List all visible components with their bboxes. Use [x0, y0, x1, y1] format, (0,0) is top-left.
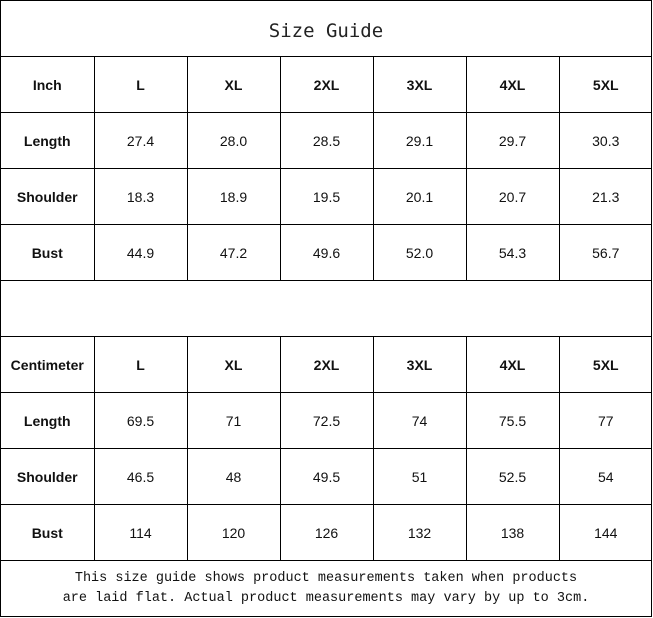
unit-label: Centimeter [1, 337, 95, 393]
size-header: XL [186, 337, 281, 393]
measurement-value: 52.0 [372, 224, 467, 281]
header-row: Inch L XL 2XL 3XL 4XL 5XL [1, 57, 652, 113]
measurement-value: 74 [372, 392, 467, 449]
table-row: Shoulder 46.5 48 49.5 51 52.5 54 [1, 448, 652, 505]
measurement-value: 52.5 [465, 448, 560, 505]
measurement-label: Shoulder [1, 448, 95, 505]
measurement-value: 18.9 [186, 168, 281, 225]
measurement-value: 29.1 [372, 112, 467, 169]
table-row: Length 27.4 28.0 28.5 29.1 29.7 30.3 [1, 112, 652, 169]
measurement-value: 126 [279, 504, 374, 561]
table-row: Length 69.5 71 72.5 74 75.5 77 [1, 392, 652, 449]
measurement-value: 47.2 [186, 224, 281, 281]
size-header: 4XL [465, 337, 560, 393]
measurement-label: Length [1, 392, 95, 449]
measurement-value: 138 [465, 504, 560, 561]
measurement-value: 120 [186, 504, 281, 561]
measurement-value: 21.3 [558, 168, 652, 225]
measurement-value: 28.5 [279, 112, 374, 169]
measurement-value: 20.1 [372, 168, 467, 225]
measurement-value: 28.0 [186, 112, 281, 169]
measurement-value: 30.3 [558, 112, 652, 169]
table-spacer [1, 281, 651, 337]
measurement-value: 49.5 [279, 448, 374, 505]
table-row: Bust 44.9 47.2 49.6 52.0 54.3 56.7 [1, 224, 652, 281]
size-header: 3XL [372, 57, 467, 113]
measurement-value: 18.3 [93, 168, 188, 225]
measurement-value: 114 [93, 504, 188, 561]
measurement-value: 27.4 [93, 112, 188, 169]
measurement-label: Bust [1, 504, 95, 561]
table-row: Shoulder 18.3 18.9 19.5 20.1 20.7 21.3 [1, 168, 652, 225]
measurement-value: 49.6 [279, 224, 374, 281]
header-row: Centimeter L XL 2XL 3XL 4XL 5XL [1, 337, 652, 393]
measurement-value: 20.7 [465, 168, 560, 225]
size-header: XL [186, 57, 281, 113]
measurement-value: 75.5 [465, 392, 560, 449]
measurement-value: 46.5 [93, 448, 188, 505]
measurement-value: 132 [372, 504, 467, 561]
measurement-value: 72.5 [279, 392, 374, 449]
page-title: Size Guide [1, 1, 651, 57]
measurement-value: 44.9 [93, 224, 188, 281]
measurement-label: Bust [1, 224, 95, 281]
measurement-value: 29.7 [465, 112, 560, 169]
centimeter-size-table: Centimeter L XL 2XL 3XL 4XL 5XL Length 69.5 71 72.… [1, 337, 652, 561]
size-header: L [93, 57, 188, 113]
measurement-value: 69.5 [93, 392, 188, 449]
measurement-label: Shoulder [1, 168, 95, 225]
measurement-value: 19.5 [279, 168, 374, 225]
size-header: 5XL [558, 337, 652, 393]
measurement-value: 71 [186, 392, 281, 449]
measurement-value: 48 [186, 448, 281, 505]
size-header: 5XL [558, 57, 652, 113]
unit-label: Inch [1, 57, 95, 113]
measurement-value: 54 [558, 448, 652, 505]
size-header: 4XL [465, 57, 560, 113]
measurement-value: 77 [558, 392, 652, 449]
size-header: 3XL [372, 337, 467, 393]
note-line-2: are laid flat. Actual product measuremen… [62, 591, 590, 606]
table-row: Bust 114 120 126 132 138 144 [1, 504, 652, 561]
note-line-1: This size guide shows product measuremen… [74, 571, 578, 586]
size-note: This size guide shows product measuremen… [1, 561, 651, 617]
measurement-value: 54.3 [465, 224, 560, 281]
measurement-label: Length [1, 112, 95, 169]
measurement-value: 56.7 [558, 224, 652, 281]
measurement-value: 144 [558, 504, 652, 561]
size-header: 2XL [279, 57, 374, 113]
inch-size-table: Inch L XL 2XL 3XL 4XL 5XL Length 27.4 28.0 28.5 29.… [1, 57, 652, 281]
size-header: 2XL [279, 337, 374, 393]
measurement-value: 51 [372, 448, 467, 505]
size-header: L [93, 337, 188, 393]
